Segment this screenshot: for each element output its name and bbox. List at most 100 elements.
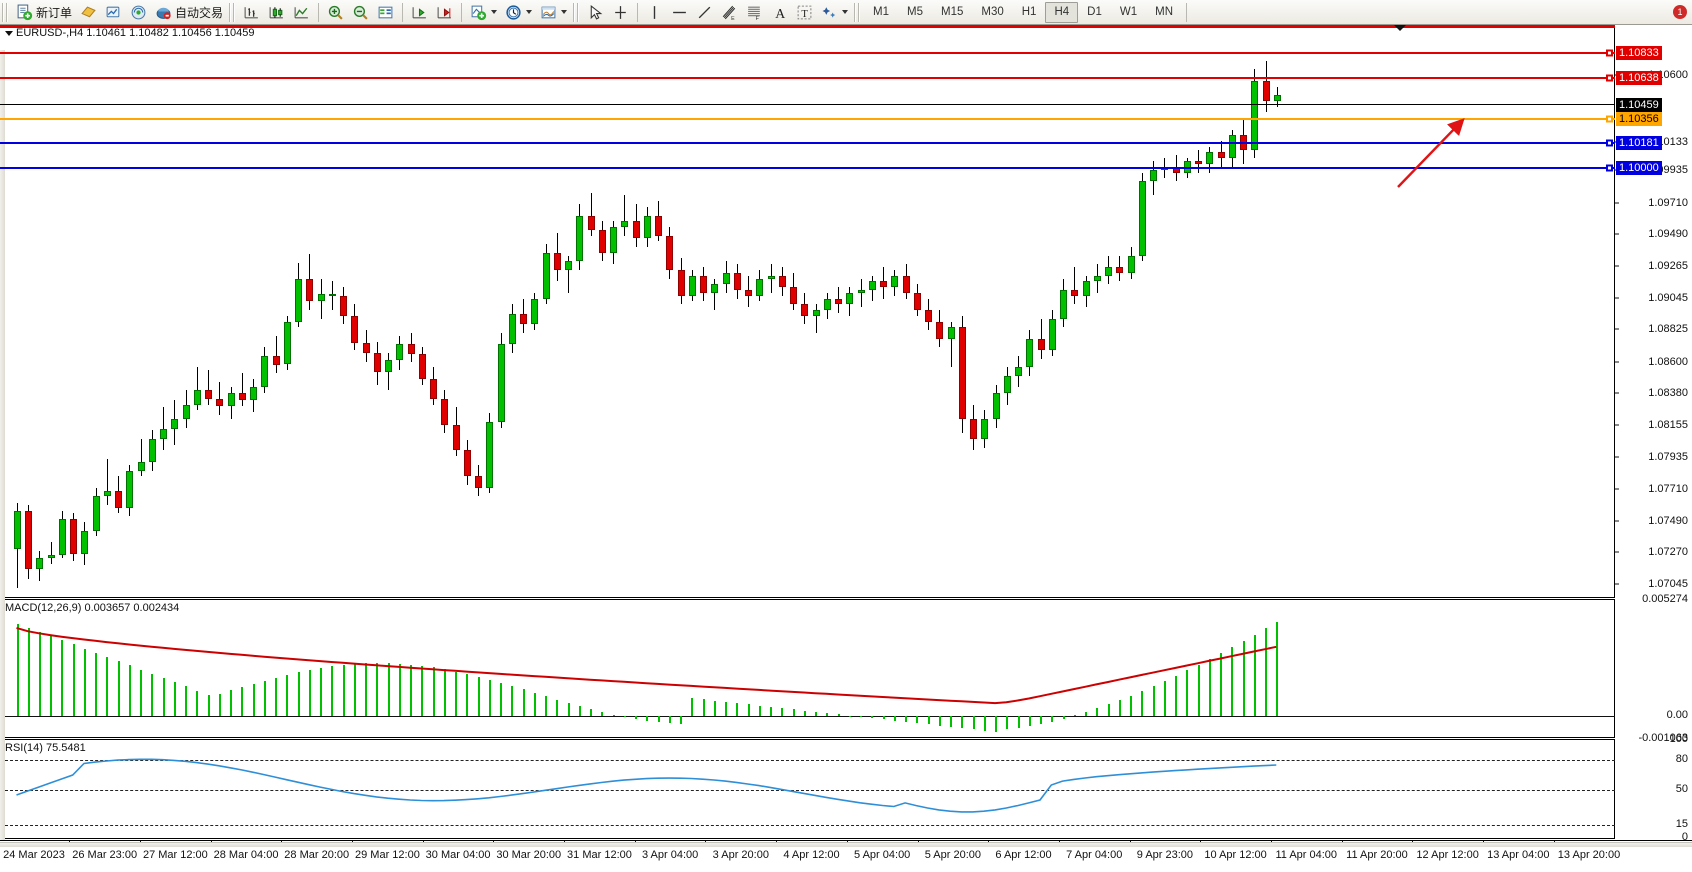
candle-body — [565, 261, 573, 270]
timeframe-m5[interactable]: M5 — [907, 6, 923, 18]
stop-loss-2-handle[interactable] — [1606, 164, 1613, 172]
text-button[interactable]: A — [767, 1, 792, 23]
macd-histogram-bar — [893, 715, 896, 721]
terminal-button[interactable] — [101, 1, 126, 23]
macd-histogram-bar — [995, 715, 998, 732]
entry-price-tag[interactable]: 1.10356 — [1616, 112, 1662, 126]
macd-histogram-bar — [1175, 675, 1178, 716]
candle-body — [688, 275, 696, 296]
macd-histogram-bar — [668, 715, 671, 724]
trendline-button[interactable] — [692, 1, 717, 23]
macd-histogram-bar — [815, 711, 818, 716]
entry-price-line[interactable] — [0, 118, 1615, 120]
timeframe-h4[interactable]: H4 — [1045, 1, 1079, 23]
candle-body — [711, 284, 719, 293]
indicators-button[interactable] — [76, 1, 101, 23]
timeframe-mn[interactable]: MN — [1155, 6, 1173, 18]
timeframe-h1[interactable]: H1 — [1021, 6, 1037, 18]
stop-loss-2-line[interactable] — [0, 167, 1615, 169]
take-profit-1-line[interactable] — [0, 77, 1615, 79]
candle-body — [947, 327, 955, 339]
rsi-pane[interactable]: RSI(14) 75.5481 — [0, 739, 1615, 839]
horizontal-scrollbar[interactable] — [0, 842, 1692, 847]
auto-scroll-button[interactable] — [432, 1, 457, 23]
candle-wick — [1074, 267, 1076, 305]
new-order-button[interactable]: 新订单 — [12, 1, 76, 23]
macd-pane[interactable]: MACD(12,26,9) 0.003657 0.002434 — [0, 599, 1615, 738]
timeframe-m30[interactable]: M30 — [981, 6, 1004, 18]
current-price-line[interactable] — [0, 104, 1615, 105]
macd-histogram-bar — [286, 674, 289, 716]
macd-histogram-bar — [916, 715, 919, 724]
take-profit-2-line[interactable] — [0, 52, 1615, 54]
current-price-tag[interactable]: 1.10459 — [1616, 98, 1662, 112]
period-button[interactable] — [501, 1, 536, 23]
stop-loss-2-tag[interactable]: 1.10000 — [1616, 161, 1662, 175]
candle-body — [700, 275, 708, 293]
candle-body — [1217, 152, 1225, 159]
take-profit-1-handle[interactable] — [1606, 74, 1613, 82]
timeframe-m1[interactable]: M1 — [873, 6, 890, 18]
equidistant-channel-button[interactable]: E — [717, 1, 742, 23]
auto-scroll-icon — [437, 6, 451, 18]
timeframe-w1[interactable]: W1 — [1119, 6, 1138, 18]
chart-container[interactable]: EURUSD-,H4 1.10461 1.10482 1.10456 1.104… — [0, 25, 1692, 872]
macd-histogram-bar — [1006, 715, 1009, 729]
time-tick-label: 7 Apr 04:00 — [1066, 849, 1123, 861]
data-window-button[interactable] — [373, 1, 398, 23]
stop-loss-1-handle[interactable] — [1606, 139, 1613, 147]
vertical-line-button[interactable] — [642, 1, 667, 23]
entry-price-handle[interactable] — [1606, 115, 1613, 123]
take-profit-2-handle[interactable] — [1606, 49, 1613, 57]
price-chart-pane[interactable]: EURUSD-,H4 1.10461 1.10482 1.10456 1.104… — [0, 25, 1615, 598]
crosshair-button[interactable] — [608, 1, 633, 23]
candle-body — [193, 390, 201, 405]
auto-trading-button[interactable]: 自动交易 — [151, 1, 227, 23]
price-axis[interactable]: 1.10600 1.10133 1.09935 1.09710 1.09490 1.092… — [1615, 25, 1692, 843]
price-tick-mark — [1615, 328, 1619, 330]
candlestick-chart-button[interactable] — [264, 1, 289, 23]
macd-histogram-bar — [725, 701, 728, 716]
candle-body — [1116, 267, 1124, 273]
cursor-button[interactable] — [583, 1, 608, 23]
toolbar-grip-4[interactable] — [854, 2, 862, 22]
macd-histogram-bar — [1028, 715, 1031, 727]
take-profit-1-tag[interactable]: 1.10638 — [1616, 71, 1662, 85]
chart-shift-button[interactable] — [407, 1, 432, 23]
notification-badge[interactable]: 1 — [1673, 5, 1687, 19]
text-icon: A — [775, 5, 785, 20]
candle-body — [1273, 95, 1281, 101]
toolbar-grip-3[interactable] — [573, 2, 581, 22]
chevron-down-icon[interactable] — [491, 10, 498, 14]
candle-body — [880, 281, 888, 288]
chevron-down-icon-3[interactable] — [561, 10, 568, 14]
toolbar-grip-2[interactable] — [229, 2, 237, 22]
label-button[interactable]: T — [792, 1, 817, 23]
zoom-in-button[interactable] — [323, 1, 348, 23]
line-chart-button[interactable] — [289, 1, 314, 23]
fibonacci-button[interactable]: F — [742, 1, 767, 23]
take-profit-2-tag[interactable]: 1.10833 — [1616, 46, 1662, 60]
stop-loss-1-line[interactable] — [0, 142, 1615, 144]
templates-button[interactable] — [536, 1, 571, 23]
chevron-down-icon-4[interactable] — [842, 10, 849, 14]
macd-histogram-bar — [387, 663, 390, 716]
candle-body — [1048, 318, 1056, 351]
macd-histogram-bar — [747, 704, 750, 716]
macd-histogram-bar — [1276, 621, 1279, 716]
bar-chart-button[interactable] — [239, 1, 264, 23]
stop-loss-1-tag[interactable]: 1.10181 — [1616, 136, 1662, 150]
shapes-button[interactable] — [817, 1, 852, 23]
toolbar-grip[interactable] — [2, 2, 9, 22]
price-tick-label: 1.09490 — [1648, 228, 1688, 241]
chevron-down-icon-2[interactable] — [526, 10, 533, 14]
timeframe-d1[interactable]: D1 — [1087, 6, 1102, 18]
time-tick-label: 11 Apr 20:00 — [1346, 849, 1408, 861]
zoom-out-button[interactable] — [348, 1, 373, 23]
symbol-dropdown-icon[interactable] — [5, 30, 13, 36]
add-indicator-button[interactable] — [466, 1, 501, 23]
timeframe-m15[interactable]: M15 — [941, 6, 964, 18]
horizontal-line-button[interactable] — [667, 1, 692, 23]
signals-button[interactable] — [126, 1, 151, 23]
collapse-triangle-icon[interactable] — [1394, 25, 1406, 31]
